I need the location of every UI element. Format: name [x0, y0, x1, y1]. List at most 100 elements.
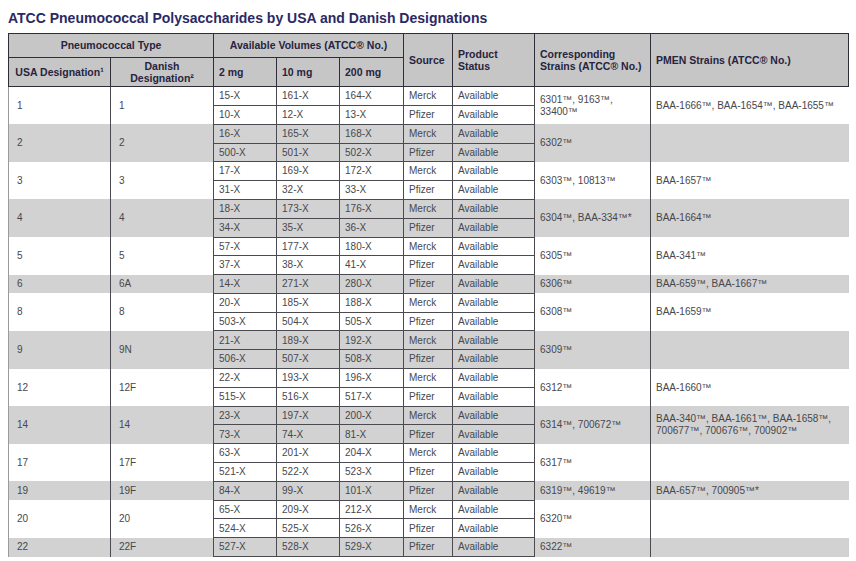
pmen-strains-cell: BAA-1657™	[651, 162, 849, 200]
product-status-cell: Available	[453, 275, 535, 294]
source-cell: Merck	[404, 331, 453, 350]
usa-designation-cell: 2	[9, 124, 111, 162]
product-status-cell: Available	[453, 444, 535, 463]
table-row: 4418-X173-X176-XMerckAvailable6304™, BAA…	[9, 199, 849, 218]
pmen-strains-cell	[651, 124, 849, 162]
volume-200mg-cell: 41-X	[340, 256, 404, 275]
source-cell: Pfizer	[404, 275, 453, 294]
volume-10mg-cell: 35-X	[277, 218, 340, 237]
danish-designation-cell: 1	[111, 87, 214, 125]
volume-200mg-cell: 204-X	[340, 444, 404, 463]
product-status-cell: Available	[453, 105, 535, 124]
pmen-strains-cell: BAA-659™, BAA-1667™	[651, 275, 849, 294]
volume-10mg-cell: 99-X	[277, 481, 340, 500]
volume-10mg-cell: 525-X	[277, 519, 340, 538]
header-product-status: Product Status	[453, 34, 535, 87]
volume-2mg-cell: 37-X	[214, 256, 277, 275]
volume-200mg-cell: 172-X	[340, 162, 404, 181]
volume-10mg-cell: 165-X	[277, 124, 340, 143]
danish-designation-cell: 12F	[111, 369, 214, 407]
volume-2mg-cell: 21-X	[214, 331, 277, 350]
pmen-strains-cell	[651, 500, 849, 538]
volume-2mg-cell: 524-X	[214, 519, 277, 538]
usa-designation-cell: 8	[9, 293, 111, 331]
volume-2mg-cell: 65-X	[214, 500, 277, 519]
corresponding-strains-cell: 6306™	[535, 275, 651, 294]
volume-200mg-cell: 168-X	[340, 124, 404, 143]
volume-200mg-cell: 192-X	[340, 331, 404, 350]
danish-designation-cell: 14	[111, 406, 214, 444]
volume-10mg-cell: 528-X	[277, 538, 340, 557]
source-cell: Pfizer	[404, 425, 453, 444]
page-title: ATCC Pneumococcal Polysaccharides by USA…	[8, 10, 848, 26]
pmen-strains-cell: BAA-341™	[651, 237, 849, 275]
corresponding-strains-cell: 6320™	[535, 500, 651, 538]
danish-designation-cell: 17F	[111, 444, 214, 482]
corresponding-strains-cell: 6319™, 49619™	[535, 481, 651, 500]
source-cell: Merck	[404, 500, 453, 519]
volume-200mg-cell: 176-X	[340, 199, 404, 218]
header-source: Source	[404, 34, 453, 87]
source-cell: Pfizer	[404, 519, 453, 538]
pmen-strains-cell: BAA-1666™, BAA-1654™, BAA-1655™	[651, 87, 849, 125]
corresponding-strains-cell: 6304™, BAA-334™*	[535, 199, 651, 237]
table-row: 1717F63-X201-X204-XMerckAvailable6317™	[9, 444, 849, 463]
corresponding-strains-cell: 6301™, 9163™, 33400™	[535, 87, 651, 125]
volume-200mg-cell: 33-X	[340, 181, 404, 200]
volume-2mg-cell: 15-X	[214, 87, 277, 106]
product-status-cell: Available	[453, 331, 535, 350]
header-pmen-strains: PMEN Strains (ATCC® No.)	[651, 34, 849, 87]
pmen-strains-cell	[651, 444, 849, 482]
pmen-strains-cell: BAA-1664™	[651, 199, 849, 237]
product-status-cell: Available	[453, 425, 535, 444]
source-cell: Merck	[404, 162, 453, 181]
volume-10mg-cell: 522-X	[277, 463, 340, 482]
table-row: 3317-X169-X172-XMerckAvailable6303™, 108…	[9, 162, 849, 181]
volume-10mg-cell: 74-X	[277, 425, 340, 444]
danish-designation-cell: 9N	[111, 331, 214, 369]
header-danish-designation: Danish Designation²	[111, 58, 214, 87]
product-status-cell: Available	[453, 256, 535, 275]
volume-2mg-cell: 500-X	[214, 143, 277, 162]
danish-designation-cell: 8	[111, 293, 214, 331]
volume-10mg-cell: 516-X	[277, 387, 340, 406]
source-cell: Merck	[404, 124, 453, 143]
pmen-strains-cell: BAA-1660™	[651, 369, 849, 407]
pneumococcal-table: Pneumococcal Type Available Volumes (ATC…	[8, 33, 849, 557]
product-status-cell: Available	[453, 237, 535, 256]
product-status-cell: Available	[453, 538, 535, 557]
volume-10mg-cell: 12-X	[277, 105, 340, 124]
volume-2mg-cell: 521-X	[214, 463, 277, 482]
danish-designation-cell: 2	[111, 124, 214, 162]
pmen-strains-cell: BAA-1659™	[651, 293, 849, 331]
header-corresponding-strains: Corresponding Strains (ATCC® No.)	[535, 34, 651, 87]
source-cell: Pfizer	[404, 387, 453, 406]
volume-200mg-cell: 36-X	[340, 218, 404, 237]
corresponding-strains-cell: 6309™	[535, 331, 651, 369]
source-cell: Pfizer	[404, 105, 453, 124]
table-row: 66A14-X271-X280-XPfizerAvailable6306™BAA…	[9, 275, 849, 294]
pmen-strains-cell: BAA-657™, 700905™*	[651, 481, 849, 500]
product-status-cell: Available	[453, 293, 535, 312]
source-cell: Merck	[404, 237, 453, 256]
table-header: Pneumococcal Type Available Volumes (ATC…	[9, 34, 849, 87]
source-cell: Pfizer	[404, 256, 453, 275]
volume-2mg-cell: 506-X	[214, 350, 277, 369]
usa-designation-cell: 20	[9, 500, 111, 538]
source-cell: Merck	[404, 199, 453, 218]
volume-10mg-cell: 507-X	[277, 350, 340, 369]
volume-2mg-cell: 63-X	[214, 444, 277, 463]
volume-200mg-cell: 180-X	[340, 237, 404, 256]
danish-designation-cell: 22F	[111, 538, 214, 557]
volume-2mg-cell: 503-X	[214, 312, 277, 331]
product-status-cell: Available	[453, 143, 535, 162]
volume-2mg-cell: 23-X	[214, 406, 277, 425]
source-cell: Merck	[404, 369, 453, 388]
volume-10mg-cell: 271-X	[277, 275, 340, 294]
table-body: 1115-X161-X164-XMerckAvailable6301™, 916…	[9, 87, 849, 557]
corresponding-strains-cell: 6312™	[535, 369, 651, 407]
product-status-cell: Available	[453, 162, 535, 181]
pmen-strains-cell: BAA-340™, BAA-1661™, BAA-1658™, 700677™,…	[651, 406, 849, 444]
usa-designation-cell: 6	[9, 275, 111, 294]
volume-200mg-cell: 196-X	[340, 369, 404, 388]
